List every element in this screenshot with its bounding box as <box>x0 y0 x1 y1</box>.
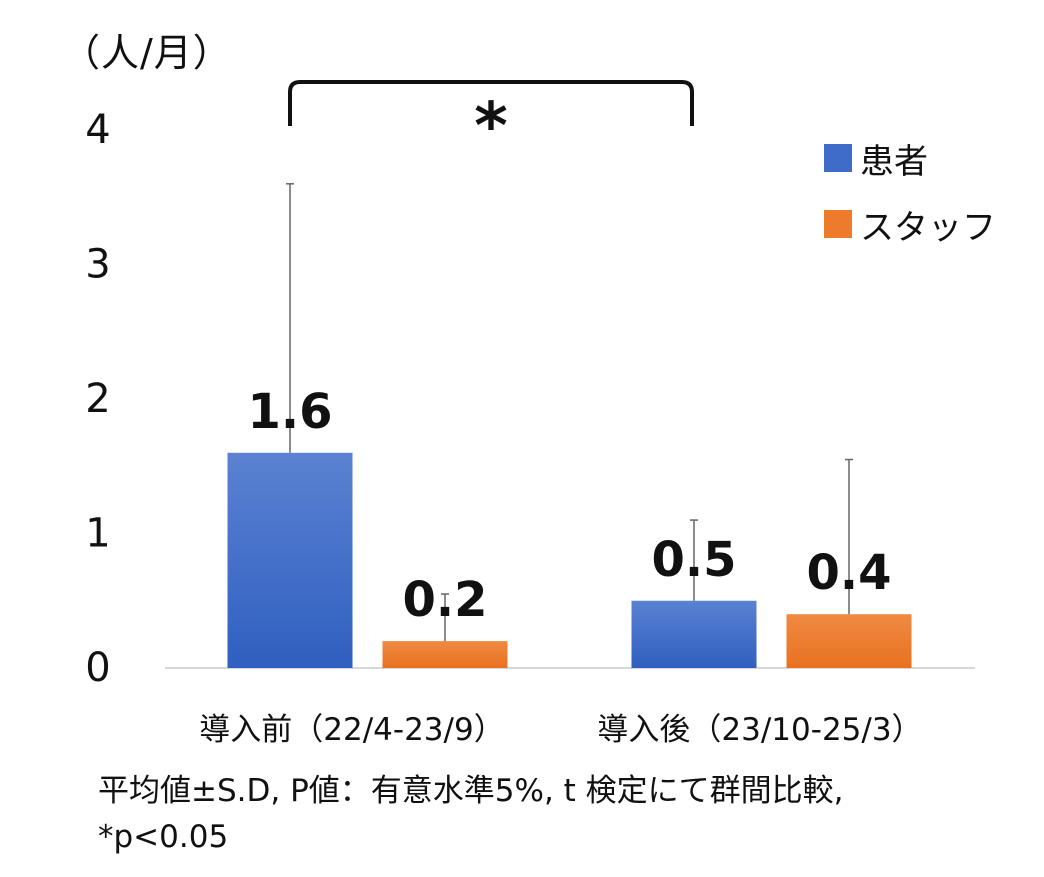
legend-item-staff: スタッフ <box>824 204 996 248</box>
footnote-method: 平均値±S.D, P値：有意水準5%, t 検定にて群間比較, <box>98 773 844 809</box>
data-label: 0.2 <box>402 572 487 628</box>
legend-label-staff: スタッフ <box>860 207 996 248</box>
significance-mark: * <box>474 90 507 164</box>
significance-bracket <box>288 80 694 126</box>
data-label: 1.6 <box>247 384 332 440</box>
y-tick-label: 1 <box>85 511 110 557</box>
bar-staff <box>786 614 912 668</box>
legend-label-patient: 患者 <box>860 141 928 182</box>
x-category-label: 導入後（23/10-25/3） <box>597 712 922 748</box>
bar-staff <box>382 641 508 668</box>
chart-legend: 患者 スタッフ <box>824 138 996 270</box>
bar-patient <box>227 452 353 668</box>
y-axis-unit-label: （人/月） <box>62 31 232 75</box>
y-tick-label: 3 <box>85 242 110 288</box>
data-label: 0.5 <box>651 532 736 588</box>
footnote-pvalue: *p<0.05 <box>98 819 229 855</box>
legend-swatch-staff <box>824 210 852 238</box>
legend-swatch-patient <box>824 144 852 172</box>
y-tick-label: 4 <box>85 107 110 153</box>
legend-item-patient: 患者 <box>824 138 996 182</box>
y-tick-label: 0 <box>85 645 110 691</box>
data-label: 0.4 <box>806 545 891 601</box>
bar-patient <box>631 600 757 668</box>
y-tick-label: 2 <box>85 376 110 422</box>
x-category-label: 導入前（22/4-23/9） <box>199 712 504 748</box>
